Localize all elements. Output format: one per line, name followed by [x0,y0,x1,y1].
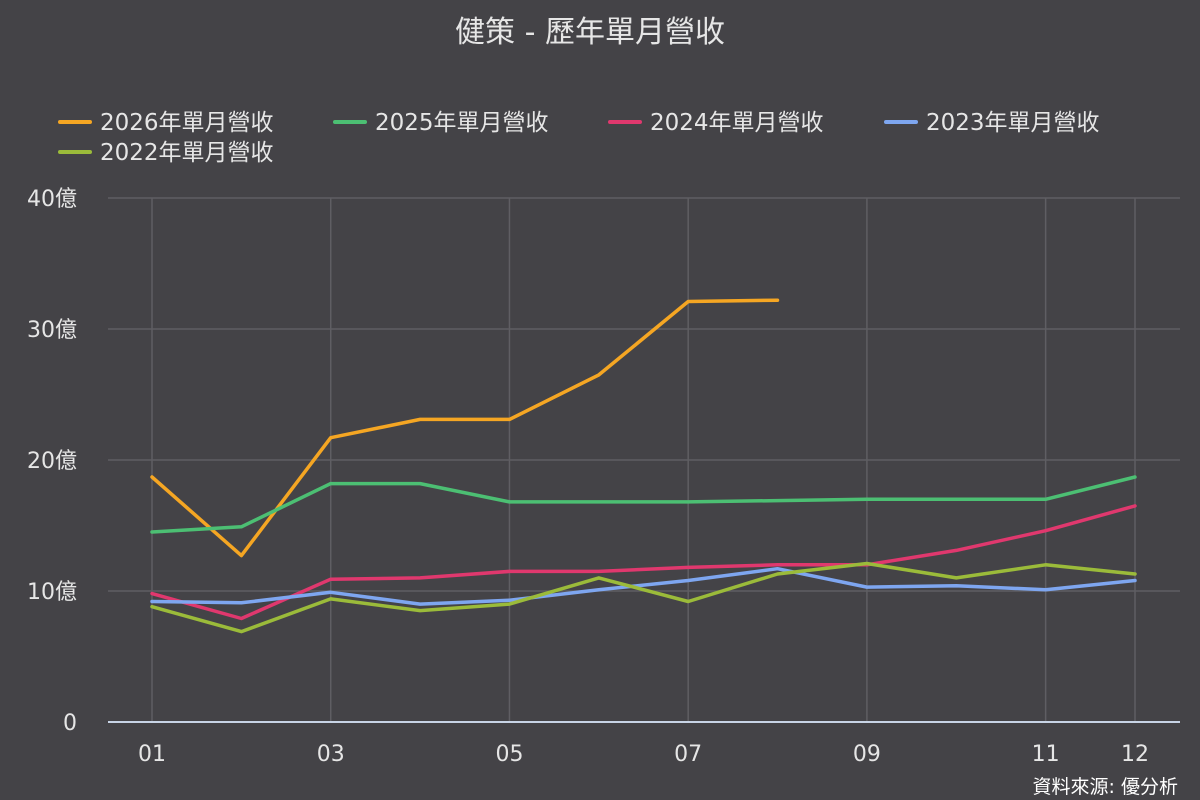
series-line-2026年單月營收 [150,298,780,558]
legend-label: 2026年單月營收 [100,110,274,136]
legend-item[interactable]: 2026年單月營收 [58,110,274,136]
x-tick-label: 05 [495,742,523,767]
x-tick-label: 12 [1121,742,1149,767]
legend-item[interactable]: 2022年單月營收 [58,140,274,166]
y-tick-label: 0 [63,711,77,736]
legend-label: 2025年單月營收 [375,110,549,136]
source-label: 資料來源: 優分析 [1033,776,1178,798]
x-tick-label: 03 [317,742,345,767]
y-tick-label: 40億 [27,187,77,212]
y-tick-label: 10億 [27,580,77,605]
x-tick-label: 07 [674,742,702,767]
chart-title: 健策 - 歷年單月營收 [455,15,725,50]
legend-label: 2022年單月營收 [100,140,274,166]
x-tick-label: 09 [853,742,881,767]
y-tick-label: 20億 [27,449,77,474]
y-axis-tick-labels: 0 10億 20億 30億 40億 [27,187,77,736]
x-tick-label: 11 [1032,742,1060,767]
x-axis-tick-labels: 01 03 05 07 09 11 12 [138,742,1149,767]
legend-item[interactable]: 2023年單月營收 [884,110,1100,136]
legend-label: 2023年單月營收 [926,110,1100,136]
series-lines [150,298,1137,634]
x-tick-label: 01 [138,742,166,767]
series-line-2024年單月營收 [150,504,1137,621]
legend: 2026年單月營收 2025年單月營收 2024年單月營收 2023年單月營收 2022… [58,110,1100,166]
series-line-2025年單月營收 [150,475,1137,534]
series-line-2023年單月營收 [150,566,1137,606]
y-tick-label: 30億 [27,318,77,343]
series-line-2022年單月營收 [150,561,1137,634]
legend-label: 2024年單月營收 [650,110,824,136]
legend-item[interactable]: 2024年單月營收 [608,110,824,136]
grid-lines [108,197,1180,722]
legend-item[interactable]: 2025年單月營收 [333,110,549,136]
